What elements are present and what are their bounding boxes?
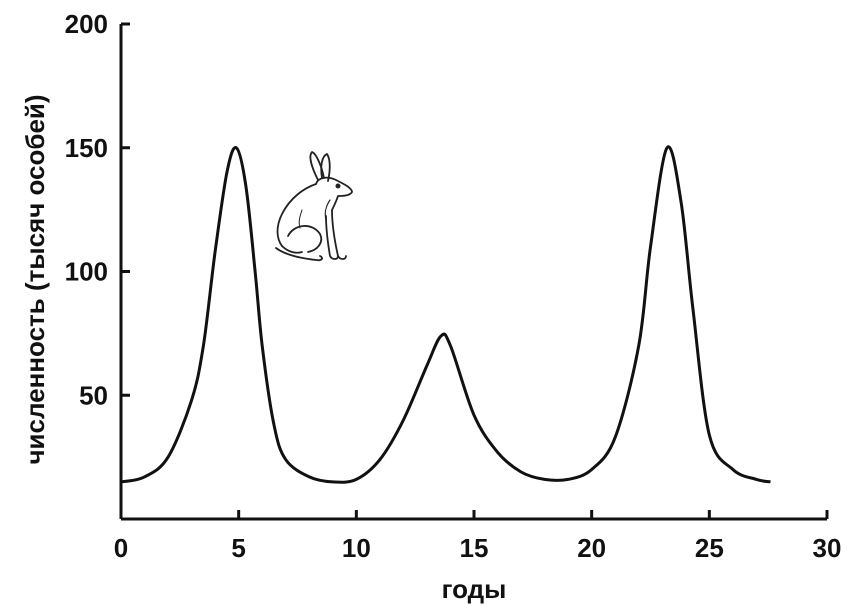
x-tick-label: 30 — [813, 533, 842, 563]
x-tick-label: 0 — [114, 533, 128, 563]
series-layer — [120, 145, 771, 484]
x-ticks: 0 5 10 15 20 25 30 — [114, 510, 842, 563]
population-line — [120, 145, 771, 484]
x-tick-label: 15 — [460, 533, 489, 563]
y-tick-label: 50 — [79, 380, 108, 410]
hare-icon — [275, 151, 353, 262]
x-tick-label: 20 — [577, 533, 606, 563]
y-ticks: 50 100 150 200 — [65, 9, 130, 410]
x-tick-label: 25 — [695, 533, 724, 563]
x-tick-label: 5 — [231, 533, 245, 563]
axes — [119, 24, 827, 521]
y-axis-title: численность (тысяч особей) — [20, 94, 50, 464]
y-tick-label: 200 — [65, 9, 108, 39]
x-axis-title: годы — [442, 574, 507, 604]
x-tick-label: 10 — [342, 533, 371, 563]
y-tick-label: 100 — [65, 257, 108, 287]
y-tick-label: 150 — [65, 133, 108, 163]
